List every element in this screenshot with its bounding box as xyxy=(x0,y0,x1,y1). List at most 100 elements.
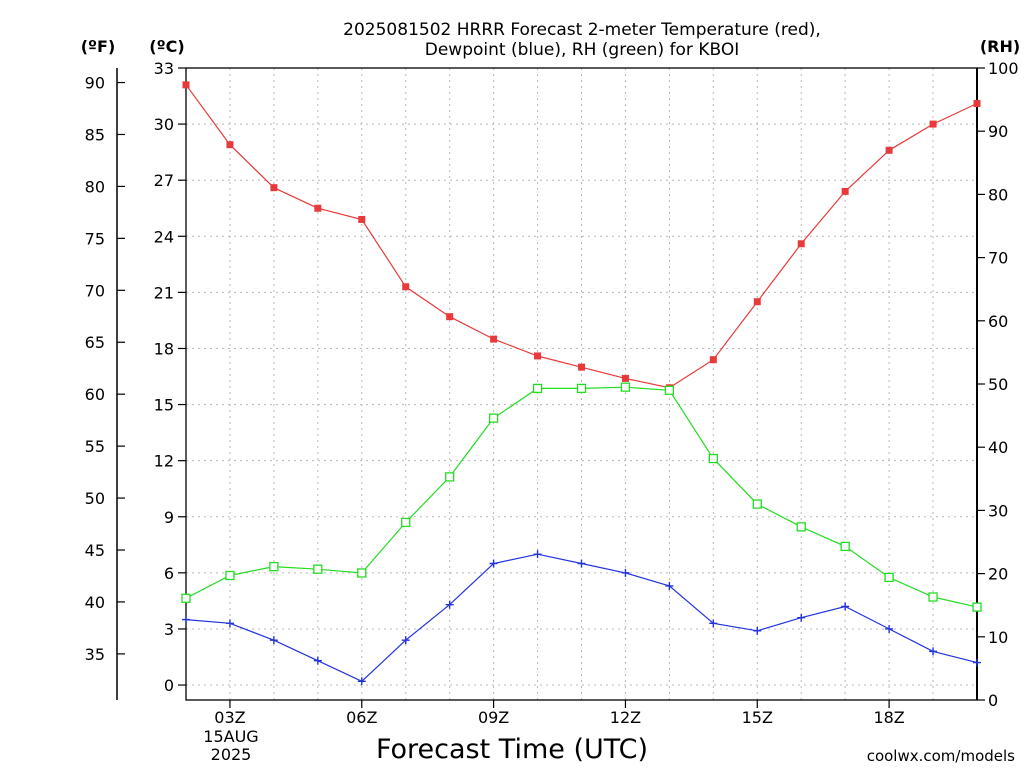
temperature-point xyxy=(841,187,849,195)
temperature-point xyxy=(182,81,190,89)
dewpoint-point xyxy=(533,550,542,559)
rh-tick-label: 50 xyxy=(988,375,1008,394)
chart-title-line1: 2025081502 HRRR Forecast 2-meter Tempera… xyxy=(343,20,821,40)
x-tick-label: 12Z xyxy=(610,708,641,727)
rh-tick-label: 40 xyxy=(988,438,1008,457)
rh-tick-label: 60 xyxy=(988,312,1008,331)
dewpoint-point xyxy=(709,619,718,628)
x-tick-label: 03Z xyxy=(214,708,245,727)
rh-tick-label: 20 xyxy=(988,565,1008,584)
rh-point xyxy=(357,568,367,578)
date-label-year: 2025 xyxy=(211,745,252,764)
temperature-point xyxy=(797,240,805,248)
celsius-tick-label: 9 xyxy=(164,508,174,527)
temperature-series xyxy=(182,81,981,392)
rh-point xyxy=(972,602,982,612)
series-layer xyxy=(181,81,982,686)
rh-unit-label: (RH) xyxy=(980,37,1020,56)
rh-tick-label: 80 xyxy=(988,185,1008,204)
celsius-tick-label: 27 xyxy=(154,171,174,190)
dewpoint-point xyxy=(401,636,410,645)
celsius-tick-label: 0 xyxy=(164,676,174,695)
rh-point xyxy=(752,499,762,509)
rh-point xyxy=(664,385,675,395)
temperature-point xyxy=(578,363,585,371)
celsius-tick-label: 21 xyxy=(154,283,174,302)
dewpoint-point xyxy=(973,658,981,667)
dewpoint-point xyxy=(621,568,630,577)
celsius-tick-label: 6 xyxy=(164,564,174,583)
rh-point xyxy=(708,453,718,464)
rh-point xyxy=(445,472,455,482)
rh-point xyxy=(181,593,191,603)
temperature-point xyxy=(226,141,234,149)
x-tick-label: 06Z xyxy=(346,708,377,727)
dewpoint-point xyxy=(885,624,894,633)
temperature-point xyxy=(973,100,981,108)
rh-point xyxy=(840,541,850,552)
dewpoint-point xyxy=(753,626,762,635)
temperature-point xyxy=(621,374,629,382)
temperature-point xyxy=(446,313,454,321)
axes: 0 3 6 9 12 15 18 21 24 27 30 33 35 40 45 50 55 60 65 70 75 80… xyxy=(85,59,1019,727)
fahrenheit-tick-label: 40 xyxy=(85,593,105,612)
dewpoint-point xyxy=(269,636,278,645)
temperature-point xyxy=(885,146,893,154)
rh-line xyxy=(185,386,978,608)
fahrenheit-tick-label: 35 xyxy=(85,645,105,664)
x-axis-label: Forecast Time (UTC) xyxy=(376,734,648,765)
rh-point xyxy=(928,592,938,602)
x-tick-label: 09Z xyxy=(478,708,509,727)
temperature-point xyxy=(358,215,366,223)
rh-point xyxy=(269,561,279,572)
date-label-day: 15AUG xyxy=(203,727,258,746)
celsius-tick-label: 18 xyxy=(154,339,174,358)
rh-point xyxy=(620,382,631,392)
rh-tick-label: 90 xyxy=(988,122,1008,141)
celsius-tick-label: 30 xyxy=(154,115,174,134)
celsius-tick-label: 3 xyxy=(164,620,174,639)
dewpoint-point xyxy=(182,615,190,624)
dewpoint-point xyxy=(841,602,850,611)
rh-tick-label: 70 xyxy=(988,249,1008,268)
fahrenheit-tick-label: 60 xyxy=(85,385,105,404)
rh-point xyxy=(576,383,587,394)
fahrenheit-tick-label: 65 xyxy=(85,333,105,352)
temperature-point xyxy=(490,335,498,343)
credit-text: coolwx.com/models xyxy=(867,747,1015,765)
celsius-tick-label: 33 xyxy=(154,59,174,78)
dewpoint-point xyxy=(797,613,806,622)
temperature-point xyxy=(929,120,937,128)
dewpoint-point xyxy=(313,656,322,665)
rh-tick-label: 100 xyxy=(988,59,1019,78)
dewpoint-point xyxy=(357,677,366,686)
celsius-unit-label: (ºC) xyxy=(149,37,184,56)
temperature-point xyxy=(534,352,542,360)
rh-tick-label: 10 xyxy=(988,628,1008,647)
dewpoint-point xyxy=(665,581,674,590)
fahrenheit-tick-label: 55 xyxy=(85,437,105,456)
rh-tick-label: 30 xyxy=(988,501,1008,520)
rh-point xyxy=(401,517,411,528)
dewpoint-point xyxy=(225,619,234,628)
dewpoint-point xyxy=(929,647,938,656)
celsius-tick-label: 15 xyxy=(154,396,174,415)
fahrenheit-tick-label: 80 xyxy=(85,177,105,196)
rh-point xyxy=(884,572,894,583)
dewpoint-point xyxy=(445,600,454,609)
chart-title-line2: Dewpoint (blue), RH (green) for KBOI xyxy=(425,40,739,60)
dewpoint-series xyxy=(182,550,981,686)
fahrenheit-tick-label: 90 xyxy=(85,74,105,93)
rh-point xyxy=(313,564,323,574)
temperature-point xyxy=(753,298,761,306)
fahrenheit-tick-label: 85 xyxy=(85,125,105,144)
celsius-tick-label: 12 xyxy=(154,452,174,471)
rh-point xyxy=(488,413,499,423)
temperature-point xyxy=(709,356,717,364)
celsius-tick-label: 24 xyxy=(154,227,174,246)
rh-series xyxy=(181,382,982,612)
temperature-point xyxy=(402,283,410,291)
temperature-point xyxy=(314,204,322,212)
temperature-point xyxy=(270,184,278,192)
